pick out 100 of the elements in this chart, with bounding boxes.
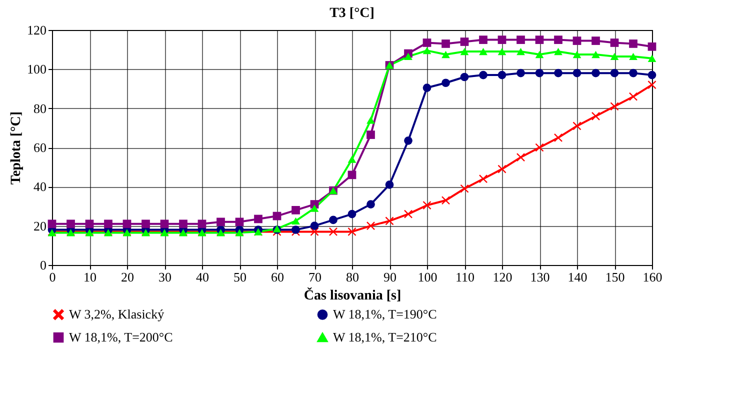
point <box>535 68 544 78</box>
x-tick-label: 90 <box>384 270 396 284</box>
point <box>310 204 319 212</box>
legend-label: W 18,1%, T=200°C <box>69 330 173 344</box>
point <box>366 116 375 124</box>
y-tick-label: 40 <box>34 179 46 194</box>
point <box>48 220 56 228</box>
point <box>516 68 525 78</box>
y-tick-label: 120 <box>27 22 46 38</box>
point <box>629 52 638 60</box>
y-tick-label: 100 <box>27 62 46 77</box>
x-tick-label: 130 <box>530 270 550 284</box>
point <box>66 220 75 228</box>
point <box>385 216 394 226</box>
y-tick-label: 20 <box>34 218 46 234</box>
x-tick-label: 30 <box>158 270 172 284</box>
point <box>254 214 262 224</box>
x-tick-label: 0 <box>49 270 56 284</box>
point <box>142 220 150 228</box>
y-tick-label: 80 <box>34 100 46 116</box>
y-axis-title: Teplota [°C] <box>9 111 24 185</box>
point <box>648 54 656 62</box>
point <box>404 210 412 218</box>
point <box>104 220 112 228</box>
x-tick-label: 40 <box>196 270 209 284</box>
point <box>648 80 656 90</box>
point <box>329 216 338 224</box>
point <box>572 36 582 45</box>
point <box>179 220 188 228</box>
point <box>348 156 356 163</box>
point <box>122 220 132 228</box>
point <box>479 48 488 56</box>
point <box>629 68 638 78</box>
point <box>648 70 656 80</box>
point <box>460 72 469 82</box>
legend-label: W 3,2%, Klasický <box>69 306 165 322</box>
point <box>422 201 432 210</box>
point <box>516 36 525 44</box>
point <box>535 50 544 58</box>
x-tick-label: 150 <box>605 270 625 284</box>
point <box>554 48 562 56</box>
point <box>385 180 394 189</box>
point <box>460 48 469 56</box>
x-axis-title: Čas lisovania [s] <box>304 286 402 304</box>
point <box>348 170 356 180</box>
point <box>310 222 319 230</box>
point <box>272 212 282 220</box>
point <box>498 48 506 56</box>
point <box>235 218 244 226</box>
point <box>216 218 225 226</box>
point <box>592 68 600 78</box>
point <box>442 40 450 48</box>
x-tick-label: 60 <box>271 270 284 284</box>
x-tick-label: 80 <box>346 270 359 284</box>
point <box>422 46 432 54</box>
point <box>292 206 300 214</box>
point <box>442 50 450 58</box>
point <box>348 228 356 236</box>
point <box>516 48 525 56</box>
x-tick-label: 160 <box>642 270 662 284</box>
x-tick-label: 100 <box>418 270 438 284</box>
point <box>592 50 600 58</box>
point <box>422 84 432 92</box>
point <box>479 36 488 44</box>
x-tick-label: 10 <box>84 270 96 284</box>
x-tick-label: 70 <box>308 270 322 284</box>
point <box>479 70 488 80</box>
point <box>535 143 544 152</box>
chart-title: T3 [°C] <box>330 6 374 21</box>
point <box>610 68 619 78</box>
point <box>572 68 582 78</box>
x-tick-label: 110 <box>455 270 475 284</box>
point <box>648 42 656 51</box>
x-tick-label: 120 <box>492 270 512 284</box>
point <box>554 68 562 78</box>
point <box>460 38 469 46</box>
point <box>498 36 506 44</box>
x-tick-label: 50 <box>234 270 246 284</box>
point <box>629 40 638 48</box>
y-tick-label: 0 <box>40 258 46 272</box>
point <box>160 220 169 228</box>
point <box>535 36 544 44</box>
point <box>460 184 469 193</box>
point <box>404 52 412 60</box>
point <box>498 70 506 80</box>
y-tick-label: 60 <box>34 140 46 155</box>
point <box>572 122 582 130</box>
legend-label: W 18,1%, T=210°C <box>333 330 437 344</box>
point <box>366 130 375 139</box>
point <box>85 220 94 228</box>
x-tick-label: 20 <box>121 270 134 284</box>
point <box>629 92 638 101</box>
point <box>610 52 619 60</box>
point <box>554 36 562 44</box>
point <box>198 220 206 228</box>
point <box>592 36 600 45</box>
point <box>348 210 356 218</box>
point <box>366 200 375 208</box>
point <box>498 164 506 174</box>
point <box>442 78 450 88</box>
